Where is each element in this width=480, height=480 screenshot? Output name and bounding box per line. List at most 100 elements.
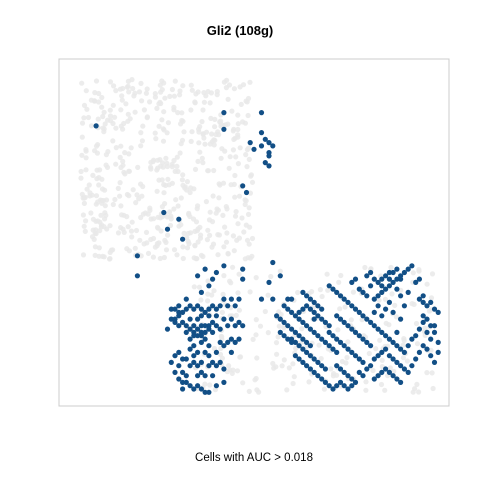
background-point	[257, 323, 264, 329]
background-point	[229, 108, 235, 114]
highlight-point	[183, 356, 189, 362]
background-point	[133, 200, 139, 206]
highlight-point	[322, 319, 328, 325]
background-point	[295, 289, 301, 296]
highlight-point	[409, 363, 415, 369]
highlight-point	[364, 293, 370, 299]
background-point	[195, 239, 201, 245]
background-point	[335, 327, 341, 333]
background-point	[279, 363, 285, 369]
background-point	[153, 136, 159, 142]
background-point	[95, 199, 101, 205]
background-point	[265, 292, 271, 298]
background-point	[337, 306, 343, 312]
background-point	[164, 163, 171, 170]
highlight-point	[176, 216, 182, 222]
highlight-point	[341, 369, 347, 375]
background-point	[85, 114, 92, 121]
background-point	[134, 192, 140, 198]
highlight-point	[217, 303, 223, 309]
background-point	[348, 317, 354, 323]
background-point	[105, 149, 111, 155]
background-point	[207, 382, 213, 388]
highlight-point	[236, 319, 242, 325]
background-point	[363, 379, 369, 385]
highlight-point	[210, 359, 216, 365]
highlight-point	[349, 376, 355, 382]
highlight-point	[307, 353, 313, 359]
highlight-point	[289, 326, 295, 332]
background-point	[115, 185, 121, 191]
highlight-point	[390, 356, 396, 362]
background-point	[324, 271, 330, 277]
background-point	[139, 98, 145, 104]
background-point	[192, 99, 198, 105]
highlight-point	[198, 289, 204, 295]
highlight-point	[360, 359, 366, 365]
background-point	[215, 207, 221, 213]
background-point	[125, 111, 131, 117]
background-point	[230, 233, 236, 239]
background-point	[167, 93, 173, 99]
background-point	[429, 271, 436, 277]
highlight-point	[386, 283, 392, 289]
background-point	[377, 337, 383, 343]
background-point	[388, 264, 394, 271]
highlight-point	[195, 316, 201, 322]
background-point	[122, 150, 128, 156]
highlight-point	[379, 289, 385, 295]
highlight-point	[398, 379, 404, 385]
background-point	[235, 112, 241, 118]
highlight-point	[296, 316, 302, 322]
highlight-point	[187, 363, 193, 369]
background-point	[83, 147, 89, 153]
background-point	[223, 85, 229, 91]
background-point	[161, 127, 167, 133]
highlight-point	[285, 296, 291, 302]
background-point	[195, 158, 201, 164]
highlight-point	[315, 373, 321, 379]
background-point	[137, 237, 143, 243]
highlight-point	[210, 276, 216, 282]
highlight-point	[360, 289, 366, 295]
background-point	[79, 134, 85, 140]
highlight-point	[315, 303, 321, 309]
highlight-point	[364, 316, 370, 322]
highlight-point	[416, 276, 422, 282]
highlight-point	[183, 306, 189, 312]
highlight-point	[198, 359, 204, 365]
background-point	[199, 119, 205, 125]
background-point	[235, 126, 241, 133]
background-point	[99, 94, 105, 101]
highlight-point	[266, 140, 272, 146]
highlight-point	[322, 366, 328, 372]
highlight-point	[398, 346, 404, 352]
highlight-point	[187, 303, 193, 309]
background-point	[306, 379, 312, 385]
highlight-point	[270, 296, 276, 302]
highlight-point	[277, 273, 283, 279]
background-point	[180, 83, 186, 89]
highlight-point	[383, 286, 389, 292]
background-point	[233, 312, 239, 318]
highlight-point	[431, 323, 438, 329]
highlight-point	[236, 336, 242, 342]
highlight-point	[187, 346, 193, 352]
highlight-point	[202, 309, 208, 315]
background-point	[102, 121, 108, 127]
background-point	[125, 224, 131, 230]
background-point	[247, 224, 253, 230]
highlight-point	[202, 329, 208, 335]
background-point	[93, 143, 100, 149]
background-point	[129, 219, 135, 225]
highlight-point	[300, 289, 306, 295]
highlight-point	[206, 326, 212, 332]
highlight-point	[172, 369, 178, 375]
highlight-point	[225, 303, 231, 309]
background-point	[102, 187, 108, 193]
background-point	[250, 336, 256, 342]
highlight-point	[172, 353, 178, 359]
background-point	[231, 86, 237, 92]
highlight-point	[420, 293, 426, 299]
background-point	[154, 188, 160, 194]
